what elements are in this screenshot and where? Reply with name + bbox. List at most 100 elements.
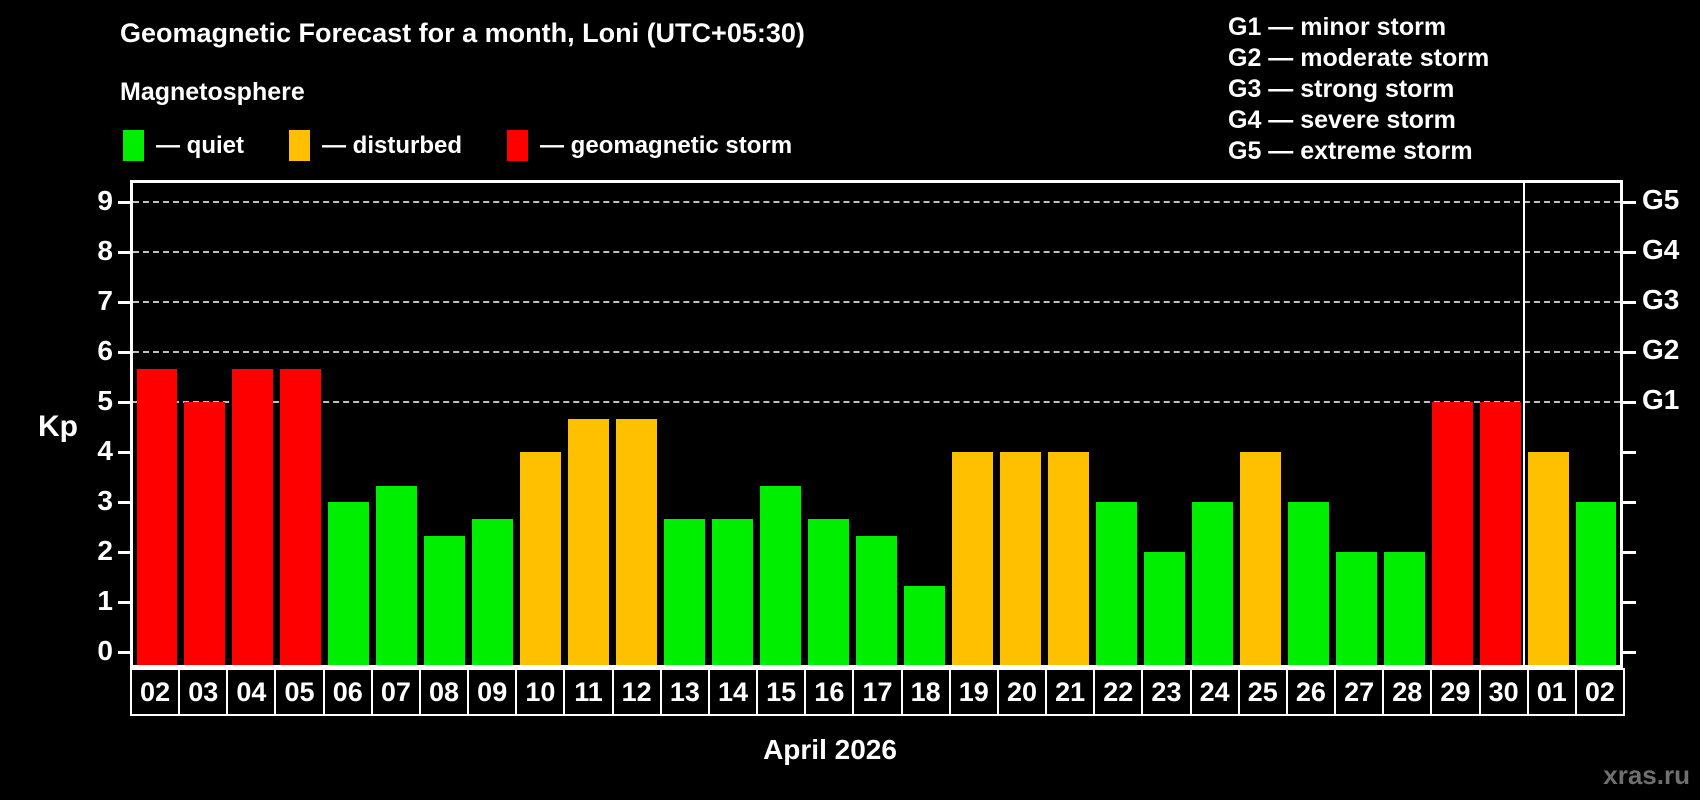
right-tick-3 bbox=[1623, 501, 1636, 504]
y-tick-9 bbox=[118, 201, 130, 204]
right-tick-1 bbox=[1623, 601, 1636, 604]
bar-day-21 bbox=[1047, 452, 1089, 665]
gridline-kp5 bbox=[133, 401, 1620, 403]
bar-day-03 bbox=[184, 402, 226, 665]
y-tick-label-1: 1 bbox=[97, 585, 113, 616]
month-separator-line bbox=[1523, 183, 1526, 665]
status-legend: — quiet — disturbed — geomagnetic storm bbox=[123, 130, 837, 161]
right-tick-5 bbox=[1623, 401, 1636, 404]
bar-day-15 bbox=[760, 485, 802, 665]
right-axis-label-G3: G3 bbox=[1642, 284, 1680, 315]
x-axis-day-label: 20 bbox=[996, 668, 1048, 716]
bar-day-10 bbox=[520, 452, 562, 665]
bar-day-18 bbox=[903, 585, 945, 665]
y-tick-6 bbox=[118, 351, 130, 354]
right-tick-8 bbox=[1623, 251, 1636, 254]
legend-item-quiet: — quiet bbox=[123, 130, 244, 161]
y-tick-2 bbox=[118, 551, 130, 554]
watermark: xras.ru bbox=[1603, 760, 1690, 790]
gridline-kp9 bbox=[133, 201, 1620, 203]
bar-day-29 bbox=[1431, 402, 1473, 665]
y-tick-label-6: 6 bbox=[97, 335, 113, 366]
bar-day-11 bbox=[568, 418, 610, 665]
y-tick-label-3: 3 bbox=[97, 485, 113, 516]
bar-day-08 bbox=[424, 535, 466, 665]
bar-day-23 bbox=[1143, 552, 1185, 665]
x-axis-day-label: 05 bbox=[274, 668, 325, 716]
bar-day-25 bbox=[1239, 452, 1281, 665]
x-axis-day-label: 16 bbox=[804, 668, 855, 716]
right-tick-2 bbox=[1623, 551, 1636, 554]
legend-label-storm: — geomagnetic storm bbox=[540, 131, 793, 159]
page-title: Geomagnetic Forecast for a month, Loni (… bbox=[120, 18, 805, 48]
y-tick-4 bbox=[118, 451, 130, 454]
legend-item-storm: — geomagnetic storm bbox=[507, 130, 792, 161]
x-axis-day-label: 29 bbox=[1430, 668, 1481, 716]
storm-color-swatch bbox=[507, 130, 529, 161]
x-axis-day-label: 15 bbox=[756, 668, 807, 716]
x-axis-day-label: 04 bbox=[226, 668, 277, 716]
y-tick-label-2: 2 bbox=[97, 535, 113, 566]
x-axis-day-label: 03 bbox=[178, 668, 229, 716]
x-axis-day-label: 07 bbox=[370, 668, 421, 716]
bar-day-04 bbox=[232, 368, 274, 665]
bar-day-02 bbox=[136, 368, 178, 665]
right-tick-6 bbox=[1623, 351, 1636, 354]
y-tick-0 bbox=[118, 651, 130, 654]
bar-day-07 bbox=[376, 485, 418, 665]
bar-day-17 bbox=[856, 535, 897, 665]
right-axis-label-G4: G4 bbox=[1642, 234, 1680, 265]
y-axis-title: Kp bbox=[38, 410, 78, 443]
bar-day-13 bbox=[664, 518, 706, 665]
y-tick-label-4: 4 bbox=[97, 435, 113, 466]
x-axis-day-label: 01 bbox=[1526, 668, 1577, 716]
bar-day-16 bbox=[808, 518, 849, 665]
bar-day-06 bbox=[328, 502, 370, 665]
bar-day-26 bbox=[1287, 502, 1329, 665]
disturbed-color-swatch bbox=[289, 130, 310, 161]
legend-label-quiet: — quiet bbox=[156, 131, 244, 159]
bar-day-12 bbox=[616, 418, 658, 665]
x-axis-title: April 2026 bbox=[763, 734, 897, 765]
bar-day-19 bbox=[951, 452, 993, 665]
right-tick-0 bbox=[1623, 651, 1636, 654]
x-axis-day-label: 25 bbox=[1237, 668, 1288, 716]
bar-day-28 bbox=[1383, 552, 1425, 665]
x-axis-day-label: 02 bbox=[1574, 668, 1625, 716]
right-tick-4 bbox=[1623, 451, 1636, 454]
x-axis-day-label: 28 bbox=[1382, 668, 1433, 716]
bar-day-01 bbox=[1527, 452, 1569, 665]
g-legend-item: G4 — severe storm bbox=[1228, 106, 1456, 134]
bar-day-05 bbox=[280, 368, 322, 665]
y-tick-5 bbox=[118, 401, 130, 404]
bar-day-27 bbox=[1335, 552, 1377, 665]
g-legend-item: G5 — extreme storm bbox=[1228, 137, 1473, 165]
x-axis-day-label: 08 bbox=[418, 668, 470, 716]
gridline-kp7 bbox=[133, 301, 1620, 303]
bar-day-02 bbox=[1575, 502, 1617, 665]
right-tick-9 bbox=[1623, 201, 1636, 204]
bar-day-09 bbox=[472, 518, 514, 665]
y-tick-label-7: 7 bbox=[97, 285, 113, 316]
x-axis-day-label: 10 bbox=[515, 668, 566, 716]
x-axis-day-label: 26 bbox=[1285, 668, 1337, 716]
x-axis-day-label: 27 bbox=[1334, 668, 1385, 716]
g-legend-item: G2 — moderate storm bbox=[1228, 44, 1490, 72]
legend-item-disturbed: — disturbed bbox=[289, 130, 462, 161]
x-axis-day-label: 19 bbox=[948, 668, 999, 716]
x-axis-day-label: 12 bbox=[611, 668, 662, 716]
right-axis-label-G1: G1 bbox=[1642, 384, 1680, 415]
y-tick-7 bbox=[118, 301, 130, 304]
quiet-color-swatch bbox=[123, 130, 144, 161]
x-axis-day-label: 23 bbox=[1141, 668, 1192, 716]
x-axis-day-label: 24 bbox=[1189, 668, 1240, 716]
gridline-kp8 bbox=[133, 251, 1620, 253]
x-axis-day-label: 21 bbox=[1045, 668, 1096, 716]
x-axis-day-label: 18 bbox=[900, 668, 951, 716]
plot-area bbox=[130, 180, 1623, 668]
x-axis-day-label: 06 bbox=[322, 668, 373, 716]
bar-day-20 bbox=[999, 452, 1041, 665]
y-tick-label-5: 5 bbox=[97, 385, 113, 416]
legend-label-disturbed: — disturbed bbox=[322, 131, 463, 159]
